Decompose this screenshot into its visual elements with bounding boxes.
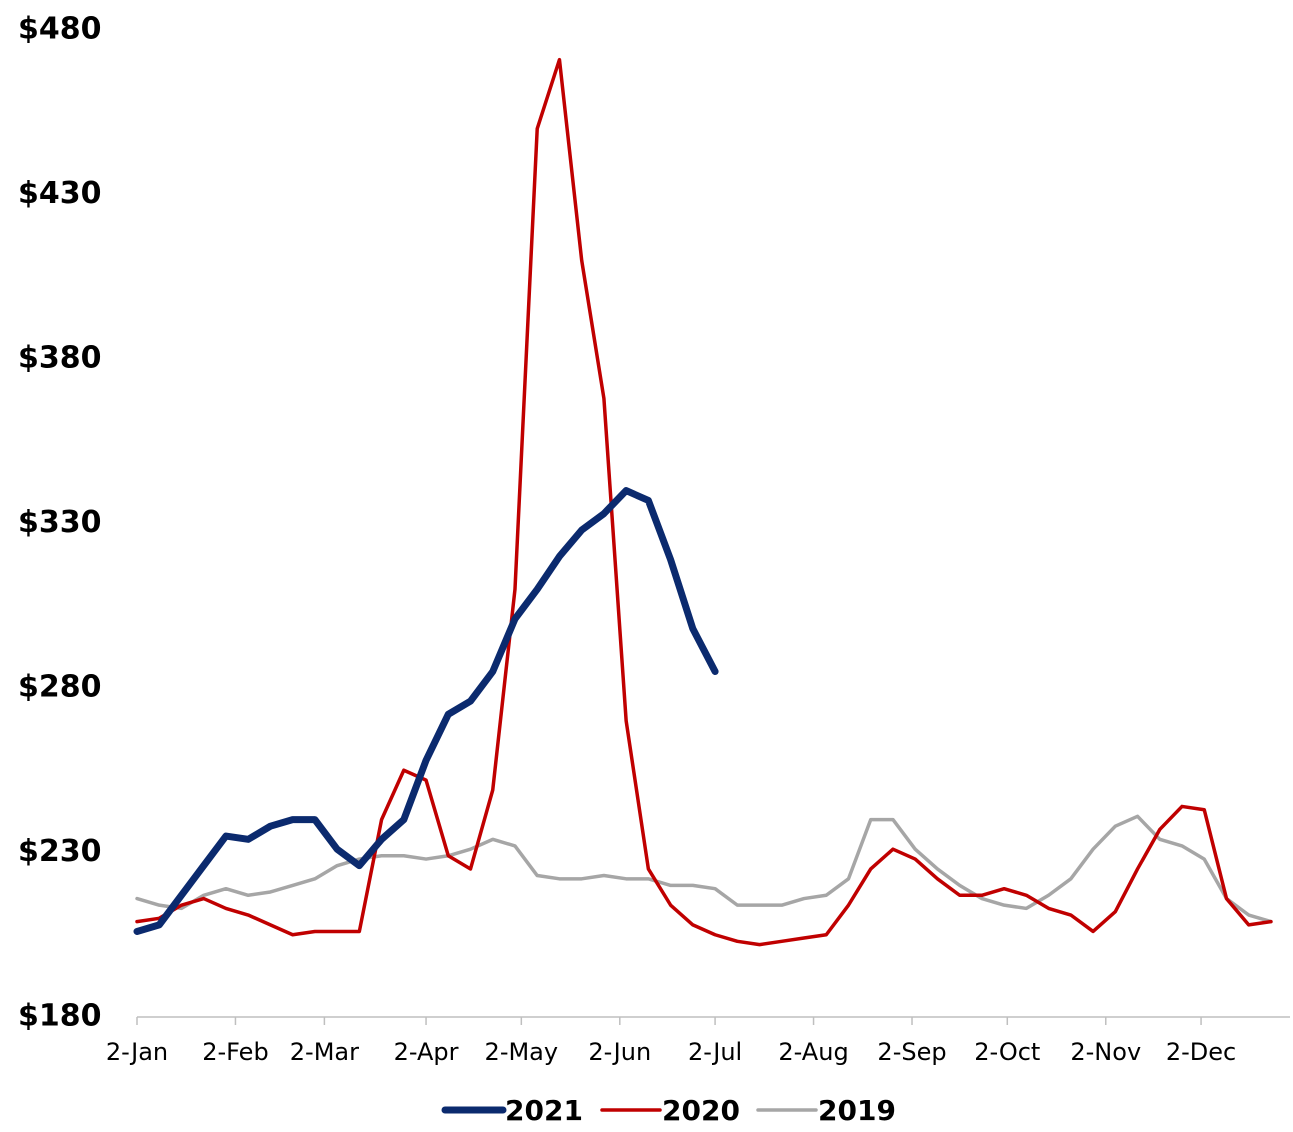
y-tick-label: $230 [18, 834, 102, 869]
x-tick-label: 2-Jan [106, 1038, 168, 1066]
x-tick-label: 2-Aug [778, 1038, 848, 1066]
x-tick-label: 2-Jul [688, 1038, 742, 1066]
x-tick-label: 2-Sep [877, 1038, 946, 1066]
legend-label: 2019 [818, 1094, 896, 1127]
x-tick-label: 2-Jun [588, 1038, 651, 1066]
y-tick-label: $280 [18, 670, 102, 705]
x-tick-label: 2-Oct [974, 1038, 1040, 1066]
y-tick-label: $330 [18, 505, 102, 540]
legend-label: 2021 [505, 1094, 583, 1127]
x-tick-label: 2-Apr [394, 1038, 459, 1066]
y-tick-label: $480 [18, 12, 102, 47]
series-line [135, 57, 1273, 947]
y-tick-label: $180 [18, 999, 102, 1034]
series-line [133, 487, 719, 935]
y-tick-label: $380 [18, 341, 102, 376]
x-tick-label: 2-Nov [1070, 1038, 1141, 1066]
x-tick-label: 2-Dec [1166, 1038, 1236, 1066]
series-line [135, 814, 1273, 924]
legend-label: 2020 [662, 1094, 740, 1127]
x-tick-label: 2-Mar [290, 1038, 359, 1066]
y-tick-label: $430 [18, 176, 102, 211]
x-tick-label: 2-Feb [202, 1038, 268, 1066]
x-tick-label: 2-May [485, 1038, 559, 1066]
